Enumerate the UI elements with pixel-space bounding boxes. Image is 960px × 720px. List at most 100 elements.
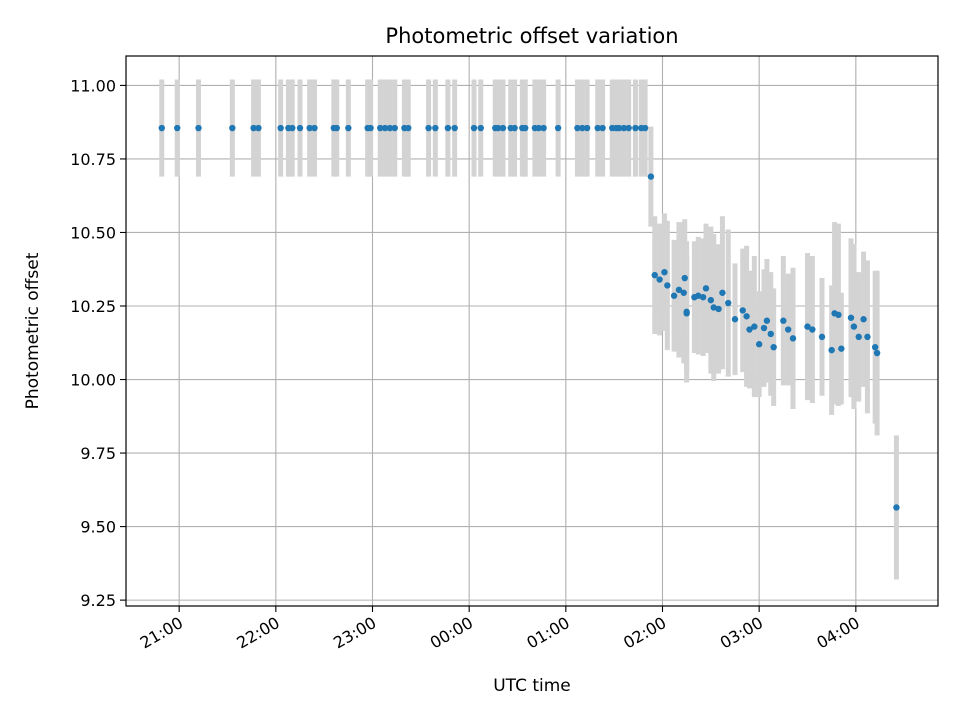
data-point [625,124,632,132]
data-point [739,307,746,314]
data-point [828,346,835,354]
data-point [670,292,678,299]
data-point [405,124,412,132]
data-point [710,304,717,311]
data-point [174,124,181,132]
data-point [699,293,707,301]
data-point [719,289,726,296]
data-point [255,124,262,132]
data-point [499,124,507,132]
data-point [554,124,562,132]
data-point [522,124,529,132]
data-point [763,317,771,324]
data-point [386,124,394,132]
data-point [333,124,340,132]
data-point [893,504,900,511]
data-point [277,124,284,132]
data-point [451,124,458,132]
data-point [367,124,374,132]
data-point [683,310,690,317]
data-point [444,124,452,132]
data-point [381,124,389,132]
data-point [664,282,671,289]
data-point [432,124,439,132]
data-point [661,268,668,276]
data-point [784,326,792,333]
data-point [731,316,739,323]
data-point [780,317,787,324]
chart-title: Photometric offset variation [385,24,678,48]
data-point [615,124,623,132]
data-point [647,173,655,180]
data-point [511,124,518,132]
data-point [306,124,313,132]
y-tick-label: 9.50 [80,518,116,537]
data-point [377,124,384,132]
data-point [755,341,763,348]
data-point [743,313,750,320]
y-tick-label: 9.75 [80,444,116,463]
y-tick-label: 10.00 [70,371,116,390]
y-tick-label: 9.25 [80,591,116,610]
data-point [864,333,871,341]
data-point [477,124,484,132]
data-point [767,330,774,338]
y-axis-label: Photometric offset [23,252,43,409]
data-point [873,349,881,357]
data-point [195,124,202,132]
data-point [425,124,432,132]
data-point [715,305,722,313]
data-point [632,124,639,132]
data-point [540,124,547,132]
data-point [681,274,688,282]
data-point [574,124,581,132]
data-point [809,326,816,333]
data-point [680,289,687,296]
data-point [391,124,398,132]
data-point [702,285,710,292]
y-tick-label: 11.00 [70,76,116,95]
data-point [535,124,542,132]
y-tick-label: 10.25 [70,297,116,316]
data-point [789,335,797,342]
data-point [751,323,758,330]
data-point [289,124,296,132]
data-point [835,311,842,319]
data-point [594,124,601,132]
data-point [804,323,811,330]
data-point [850,323,858,330]
data-point [695,292,702,299]
data-point [229,124,236,132]
data-point [651,271,658,279]
data-point [746,326,753,333]
data-point [599,124,606,132]
data-point [641,124,649,132]
data-point [296,124,304,132]
data-point [725,299,732,307]
data-point [250,124,257,132]
plot-area-frame [125,55,939,607]
data-point [579,124,586,132]
y-axis-ticks: 9.25 9.50 9.75 10.00 10.25 10.50 10.75 11.00 [70,76,126,610]
y-tick-label: 10.75 [70,150,116,169]
data-point [494,124,502,132]
data-point [860,316,867,323]
data-point [847,314,855,321]
data-point [838,345,845,352]
data-point [470,124,478,132]
x-axis-label: UTC time [493,676,571,696]
data-point [760,324,768,332]
data-point [871,343,879,351]
data-point [707,296,715,304]
data-point [345,124,352,132]
data-point [675,286,683,294]
data-point [656,276,663,283]
data-point [311,124,318,132]
data-point [855,333,862,341]
data-point [620,124,628,132]
data-point [818,333,826,341]
y-tick-label: 10.50 [70,223,116,242]
data-point [583,124,591,132]
data-point [158,124,165,132]
